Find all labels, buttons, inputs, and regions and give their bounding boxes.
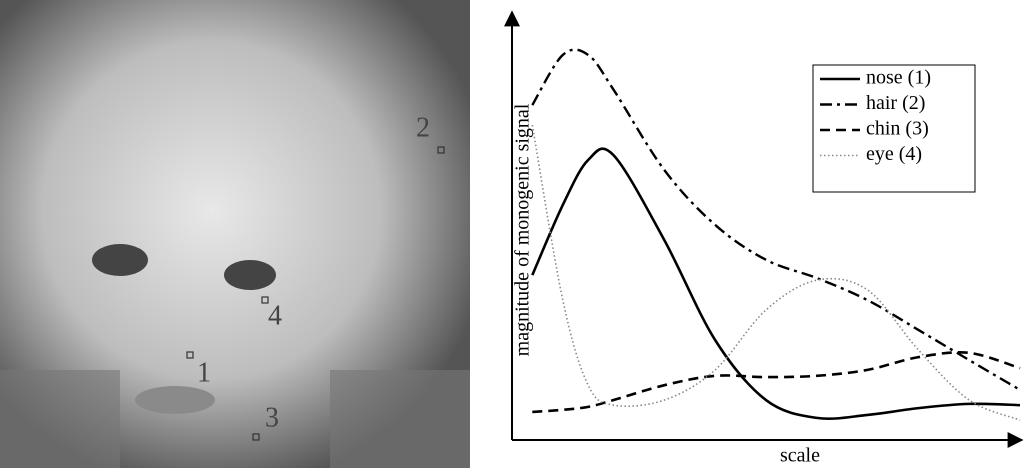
y-axis-label: magnitude of monogenic signal [512,103,534,356]
legend-label: eye (4) [866,143,922,165]
x-axis-label: scale [780,445,820,467]
point-label: 1 [197,357,211,388]
legend-label: chin (3) [866,118,929,140]
legend-label: nose (1) [866,67,931,89]
figure: 1 2 3 4 scale magnitude of monogenic sig… [0,0,1024,468]
photo: 1 2 3 4 [0,0,470,468]
point-label: 2 [416,112,430,143]
legend-label: hair (2) [866,92,925,114]
point-label: 3 [265,402,279,433]
point-label: 4 [268,300,282,331]
